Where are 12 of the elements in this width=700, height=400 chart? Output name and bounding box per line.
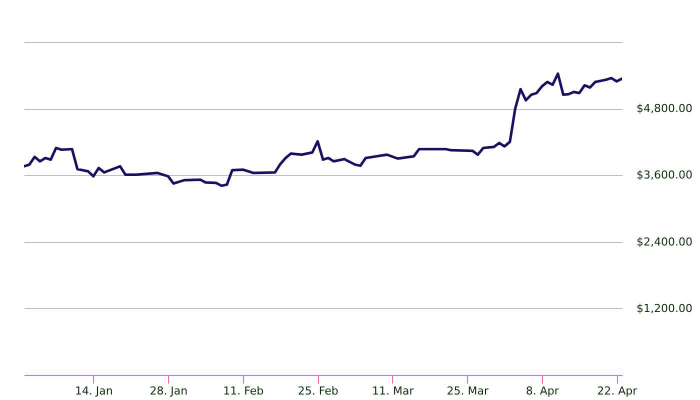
x-tick-label: 14. Jan bbox=[74, 384, 113, 398]
x-tick-label: 8. Apr bbox=[526, 384, 560, 398]
y-tick-label: $3,600.00 bbox=[636, 168, 692, 182]
y-tick-label: $1,200.00 bbox=[636, 302, 692, 315]
x-tick-label: 22. Apr bbox=[597, 384, 638, 398]
x-tick-label: 11. Mar bbox=[372, 384, 414, 398]
y-tick-label: $4,800.00 bbox=[636, 102, 692, 116]
x-tick-label: 25. Mar bbox=[446, 384, 490, 398]
x-tick-label: 28. Jan bbox=[150, 384, 188, 398]
y-tick-label: $2,400.00 bbox=[636, 235, 692, 248]
x-tick-label: 25. Feb bbox=[298, 384, 338, 398]
x-tick-label: 11. Feb bbox=[223, 384, 264, 398]
